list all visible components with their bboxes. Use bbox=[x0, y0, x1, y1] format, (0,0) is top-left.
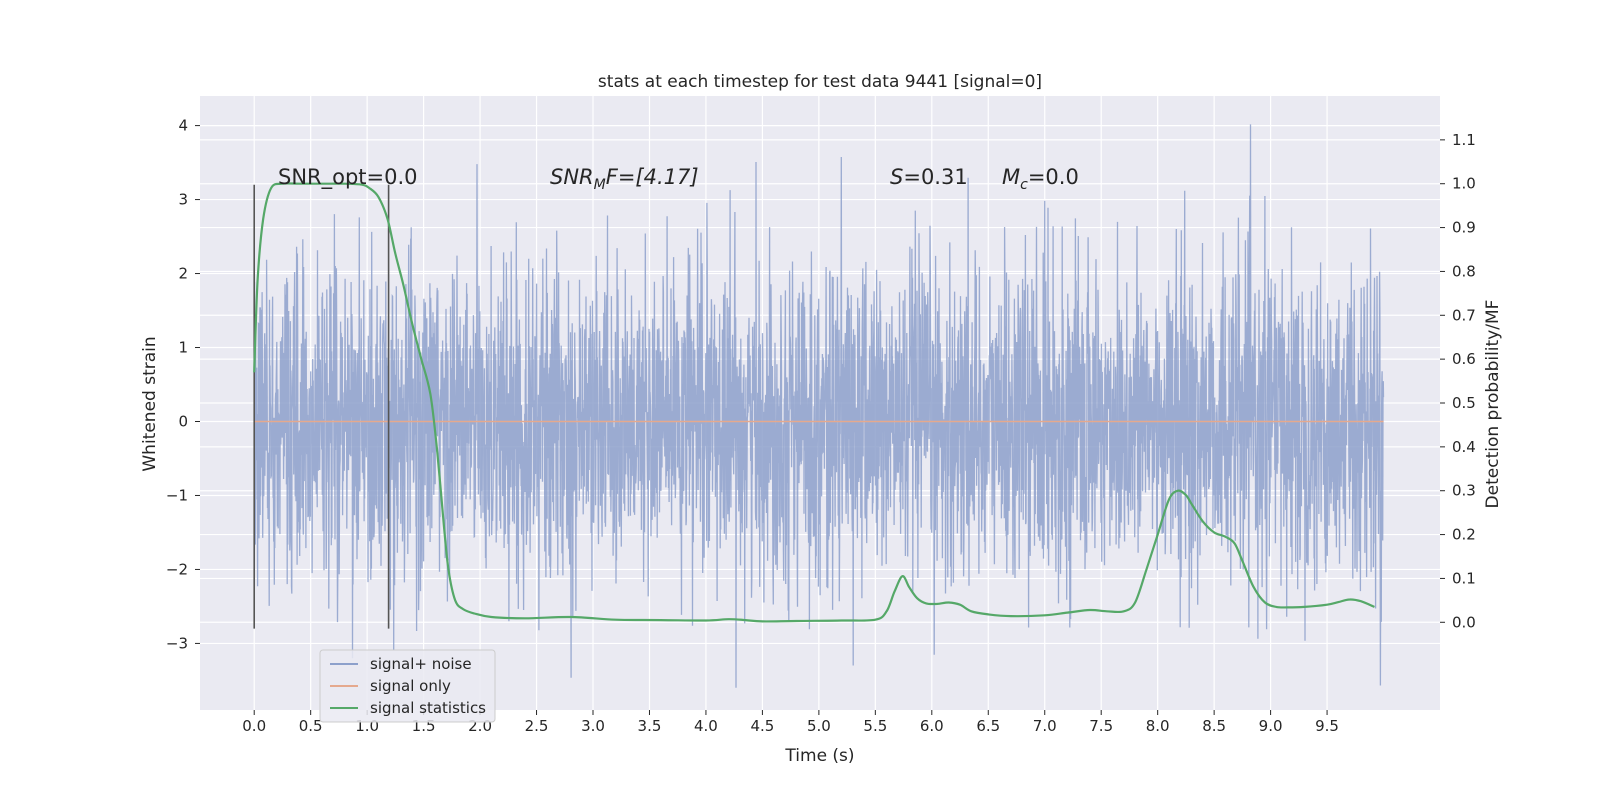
y-tick-label-right: 0.9 bbox=[1452, 219, 1476, 237]
annotation-snr-mf: SNRMF=[4.17] bbox=[550, 165, 699, 193]
x-tick-label: 4.5 bbox=[750, 717, 774, 735]
y-tick-label-left: −3 bbox=[166, 634, 188, 652]
series-signal-noise bbox=[253, 124, 1385, 688]
legend-label: signal statistics bbox=[370, 699, 486, 717]
x-axis-label: Time (s) bbox=[784, 746, 854, 766]
y-tick-label-left: −1 bbox=[166, 486, 188, 504]
y-tick-label-left: 1 bbox=[178, 339, 188, 357]
x-tick-label: 7.0 bbox=[1033, 717, 1057, 735]
annotation-mc-sub: c bbox=[1020, 177, 1028, 193]
y-tick-label-left: 2 bbox=[178, 265, 188, 283]
y-tick-label-right: 1.0 bbox=[1452, 175, 1476, 193]
x-tick-label: 5.0 bbox=[807, 717, 831, 735]
annotation-snr-mf-rest: F=[4.17] bbox=[606, 165, 699, 189]
annotation-s-rest: =0.31 bbox=[903, 165, 967, 189]
y-axis-label-right: Detection probability/MF bbox=[1483, 300, 1503, 509]
x-tick-label: 0.0 bbox=[242, 717, 266, 735]
legend-label: signal only bbox=[370, 677, 451, 695]
x-tick-label: 3.0 bbox=[581, 717, 605, 735]
annotation-mc: Mc=0.0 bbox=[1002, 165, 1079, 193]
legend: signal+ noise signal only signal statistic… bbox=[319, 649, 496, 723]
legend-box bbox=[319, 649, 496, 723]
plot-area bbox=[253, 124, 1385, 688]
noise-trace bbox=[253, 124, 1385, 688]
y-tick-label-left: 4 bbox=[178, 117, 188, 135]
y-tick-label-right: 0.5 bbox=[1452, 394, 1476, 412]
x-tick-label: 4.0 bbox=[694, 717, 718, 735]
x-tick-label: 3.5 bbox=[638, 717, 662, 735]
x-tick-label: 7.5 bbox=[1089, 717, 1113, 735]
y-tick-label-right: 0.0 bbox=[1452, 613, 1476, 631]
x-tick-label: 8.5 bbox=[1202, 717, 1226, 735]
y-tick-label-right: 0.1 bbox=[1452, 569, 1476, 587]
y-axis-label-left: Whitened strain bbox=[140, 336, 160, 471]
statistics-curve bbox=[253, 182, 1375, 623]
y-tick-label-right: 0.4 bbox=[1452, 438, 1476, 456]
y-tick-label-right: 0.8 bbox=[1452, 262, 1476, 280]
y-tick-label-left: −2 bbox=[166, 560, 188, 578]
x-tick-label: 6.5 bbox=[976, 717, 1000, 735]
annotation-s: S=0.31 bbox=[890, 165, 968, 189]
y-tick-label-right: 0.2 bbox=[1452, 526, 1476, 544]
vertical-lines bbox=[253, 184, 390, 629]
annotation-snr-opt: SNR_opt=0.0 bbox=[278, 165, 418, 190]
x-tick-label: 8.0 bbox=[1146, 717, 1170, 735]
annotation-s-var: S bbox=[890, 165, 903, 189]
y-tick-label-right: 0.3 bbox=[1452, 482, 1476, 500]
annotation-mc-rest: =0.0 bbox=[1028, 165, 1079, 189]
x-tick-label: 5.5 bbox=[863, 717, 887, 735]
x-tick-label: 9.5 bbox=[1315, 717, 1339, 735]
chart-title: stats at each timestep for test data 944… bbox=[598, 72, 1042, 92]
y-tick-label-right: 0.6 bbox=[1452, 350, 1476, 368]
x-tick-label: 2.5 bbox=[525, 717, 549, 735]
y-tick-label-left: 3 bbox=[178, 191, 188, 209]
annotation-mc-var: M bbox=[1002, 165, 1020, 189]
x-tick-label: 0.5 bbox=[299, 717, 323, 735]
x-tick-label: 9.0 bbox=[1259, 717, 1283, 735]
y-tick-label-right: 0.7 bbox=[1452, 306, 1476, 324]
annotation-snr-mf-sub: M bbox=[594, 177, 606, 193]
y-tick-label-left: 0 bbox=[178, 412, 188, 430]
y-tick-label-right: 1.1 bbox=[1452, 131, 1476, 149]
annotation-snr-mf-base: SNR bbox=[550, 165, 594, 189]
x-tick-label: 6.0 bbox=[920, 717, 944, 735]
series-signal-statistics bbox=[253, 182, 1375, 623]
legend-label: signal+ noise bbox=[370, 655, 472, 673]
